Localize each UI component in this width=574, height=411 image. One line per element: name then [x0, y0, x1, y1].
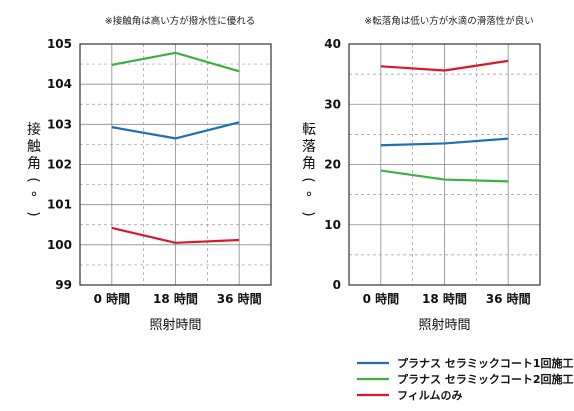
sliding-angle-chart: ※転落角は低い方が水滴の滑落性が良い 0 10 20 30 40 0 時間 18 時間 36 時…	[300, 15, 541, 333]
y-tick-label: 104	[47, 77, 72, 91]
contact-angle-chart: ※接触角は高い方が撥水性に優れる 99 100 101 102 103 104 105 0 時間…	[25, 15, 272, 333]
y-tick-label: 100	[47, 238, 72, 252]
y-tick-label: 102	[47, 158, 72, 172]
y-axis-label-char: °	[31, 190, 38, 206]
legend-label: プラナス セラミックコート2回施工	[397, 372, 573, 386]
legend-label: フィルムのみ	[397, 389, 463, 402]
y-tick-label: 0	[333, 278, 341, 292]
series-line-coat-2x	[111, 51, 240, 73]
y-tick-label: 99	[55, 278, 72, 292]
chart-title: ※転落角は低い方が水滴の滑落性が良い	[364, 15, 533, 27]
x-tick-label: 36 時間	[217, 291, 262, 306]
y-axis-label-char: °	[306, 190, 313, 206]
y-axis-label-char: 角	[27, 156, 41, 172]
y-tick-label: 105	[47, 37, 72, 51]
y-axis-label-char: 接	[27, 121, 41, 138]
legend-label: プラナス セラミックコート1回施工	[397, 356, 573, 370]
y-axis-label-char: 転	[302, 122, 316, 138]
series-line-coat-1x	[111, 121, 240, 140]
y-axis-label-char: 落	[302, 139, 316, 155]
plot-frame	[79, 43, 272, 286]
y-axis-label-char: 角	[302, 156, 316, 172]
series-line-coat-1x	[380, 137, 509, 147]
x-tick-label: 0 時間	[94, 291, 131, 306]
x-axis-label: 照射時間	[149, 317, 201, 333]
x-tick-label: 0 時間	[363, 291, 400, 306]
y-tick-label: 30	[324, 97, 341, 111]
y-tick-label: 101	[47, 198, 72, 212]
series-line-coat-2x	[380, 169, 509, 183]
y-tick-label: 103	[47, 117, 72, 131]
x-tick-label: 36 時間	[486, 291, 531, 306]
y-axis-label-char: 触	[27, 139, 41, 155]
y-axis-label: 転落角 ( °)	[300, 122, 316, 217]
y-axis-label-char: (	[25, 177, 41, 182]
y-axis-label: 接触角 ( °)	[25, 121, 41, 217]
plot-frame	[348, 43, 541, 286]
y-tick-label: 10	[324, 218, 341, 232]
chart-title: ※接触角は高い方が撥水性に優れる	[105, 15, 255, 27]
series-line-film-only	[380, 59, 509, 72]
x-tick-label: 18 時間	[153, 291, 198, 306]
y-axis-label-char: )	[300, 211, 316, 216]
series-line-film-only	[111, 226, 240, 244]
y-axis-label-char: )	[25, 211, 41, 216]
y-axis-label-char: (	[300, 177, 316, 182]
y-tick-label: 20	[324, 158, 341, 172]
y-tick-label: 40	[324, 37, 341, 51]
x-axis-label: 照射時間	[418, 317, 470, 333]
x-tick-label: 18 時間	[422, 291, 467, 306]
